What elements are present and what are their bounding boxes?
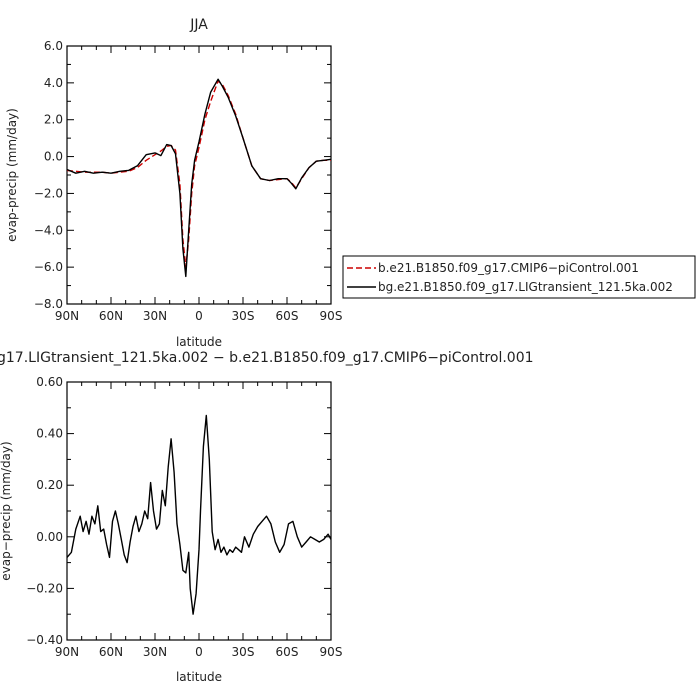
bottom-ytick-label: 0.40 xyxy=(36,427,63,441)
bottom-ytick-label: 0.00 xyxy=(36,530,63,544)
top-xtick-label: 60N xyxy=(99,309,123,323)
bottom-xtick-label: 60N xyxy=(99,645,123,659)
bottom-ytick-label: 0.60 xyxy=(36,375,63,389)
bottom-ytick-label: −0.20 xyxy=(26,581,63,595)
legend: b.e21.B1850.f09_g17.CMIP6−piControl.001 … xyxy=(343,256,695,298)
top-chart-frame xyxy=(67,46,331,304)
bottom-xtick-label: 90N xyxy=(55,645,79,659)
legend-label-series-0: b.e21.B1850.f09_g17.CMIP6−piControl.001 xyxy=(378,261,639,275)
bottom-xtick-label: 30S xyxy=(232,645,255,659)
top-xtick-label: 30N xyxy=(143,309,167,323)
bottom-chart: bg.e21.B1850.f09_g17.LIGtransient_121.5k… xyxy=(0,350,534,684)
top-ytick-label: −4.0 xyxy=(34,223,63,237)
top-chart-ticks: 90N 60N 30N 0 30S 60S 90S 6.0 4.0 2.0 0.0 −2.0 −4.0 −… xyxy=(34,39,343,323)
top-xtick-label: 90N xyxy=(55,309,79,323)
bottom-ytick-label: −0.40 xyxy=(26,633,63,647)
bottom-chart-xlabel: latitude xyxy=(176,670,222,684)
top-ytick-label: 4.0 xyxy=(44,76,63,90)
top-ytick-label: 6.0 xyxy=(44,39,63,53)
legend-label-series-1: bg.e21.B1850.f09_g17.LIGtransient_121.5k… xyxy=(378,280,673,294)
bottom-xtick-label: 60S xyxy=(276,645,299,659)
top-xtick-label: 60S xyxy=(276,309,299,323)
bottom-xtick-label: 30N xyxy=(143,645,167,659)
bottom-chart-title: bg.e21.B1850.f09_g17.LIGtransient_121.5k… xyxy=(0,350,534,366)
bottom-chart-ylabel: evap−precip (mm/day) xyxy=(0,441,13,580)
top-xtick-label: 30S xyxy=(232,309,255,323)
bottom-chart-frame xyxy=(67,382,331,640)
top-chart: JJA 90N 60N 30N 0 30S 60S 90S 6.0 4.0 2.0 0.0 −2.0 −… xyxy=(5,17,342,349)
top-ytick-label: 0.0 xyxy=(44,150,63,164)
top-chart-title: JJA xyxy=(189,17,208,33)
top-ytick-label: −2.0 xyxy=(34,186,63,200)
top-xtick-label: 0 xyxy=(195,309,203,323)
top-series-0-line xyxy=(67,81,331,267)
top-ytick-label: −8.0 xyxy=(34,297,63,311)
top-chart-ylabel: evap-precip (mm/day) xyxy=(5,108,19,242)
top-ytick-label: 2.0 xyxy=(44,113,63,127)
top-chart-series xyxy=(67,79,331,276)
bottom-ytick-label: 0.20 xyxy=(36,478,63,492)
bottom-xtick-label: 0 xyxy=(195,645,203,659)
bottom-chart-series xyxy=(67,416,331,615)
top-xtick-label: 90S xyxy=(320,309,343,323)
bottom-xtick-label: 90S xyxy=(320,645,343,659)
top-ytick-label: −6.0 xyxy=(34,260,63,274)
bottom-chart-ticks: 90N 60N 30N 0 30S 60S 90S 0.60 0.40 0.20 0.00 −0.20… xyxy=(26,375,342,659)
bottom-series-0-line xyxy=(67,416,331,615)
top-series-1-line xyxy=(67,79,331,276)
top-chart-xlabel: latitude xyxy=(176,335,222,349)
